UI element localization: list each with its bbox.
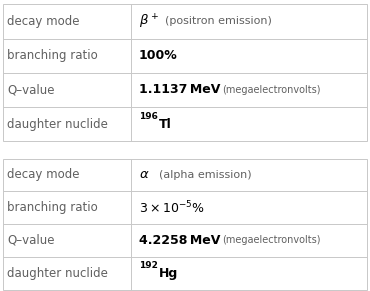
- Text: Q–value: Q–value: [7, 234, 55, 247]
- Text: 100%: 100%: [139, 49, 178, 62]
- Text: (alpha emission): (alpha emission): [159, 170, 252, 180]
- Text: (megaelectronvolts): (megaelectronvolts): [222, 85, 320, 95]
- Text: (megaelectronvolts): (megaelectronvolts): [222, 235, 320, 245]
- Text: Tl: Tl: [159, 118, 172, 131]
- Text: daughter nuclide: daughter nuclide: [7, 267, 108, 280]
- Bar: [3, 4, 367, 141]
- Text: 192: 192: [139, 262, 158, 270]
- Text: daughter nuclide: daughter nuclide: [7, 118, 108, 131]
- Text: 4.2258 MeV: 4.2258 MeV: [139, 234, 220, 247]
- Text: Q–value: Q–value: [7, 83, 55, 96]
- Text: $\it{\beta}^+$: $\it{\beta}^+$: [139, 12, 159, 31]
- Text: 196: 196: [139, 112, 158, 121]
- Text: decay mode: decay mode: [7, 168, 80, 182]
- Text: Hg: Hg: [159, 267, 178, 280]
- Text: 1.1137 MeV: 1.1137 MeV: [139, 83, 220, 96]
- Text: branching ratio: branching ratio: [7, 201, 98, 214]
- Text: $3\times10^{-5}$%: $3\times10^{-5}$%: [139, 199, 205, 216]
- Text: $\it{\alpha}$: $\it{\alpha}$: [139, 168, 149, 182]
- Text: (positron emission): (positron emission): [165, 17, 272, 26]
- Bar: [3, 159, 367, 290]
- Text: branching ratio: branching ratio: [7, 49, 98, 62]
- Text: decay mode: decay mode: [7, 15, 80, 28]
